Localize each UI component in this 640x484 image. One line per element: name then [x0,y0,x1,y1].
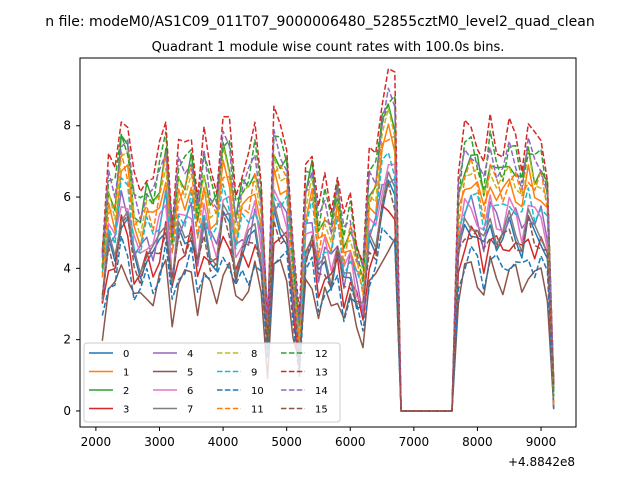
y-tick-label: 2 [63,333,71,347]
series-line-12 [101,95,555,412]
y-tick-label: 8 [63,119,71,133]
legend-label-0: 0 [123,349,129,360]
series-line-11 [101,135,555,412]
x-tick-label: 4000 [208,435,239,449]
legend-label-15: 15 [315,405,328,416]
x-tick-label: 2000 [81,435,112,449]
series-line-3 [101,204,555,412]
legend-label-5: 5 [187,368,193,379]
legend-label-6: 6 [187,386,193,397]
y-tick-label: 6 [63,190,71,204]
x-tick-label: 7000 [399,435,430,449]
legend-label-13: 13 [315,368,328,379]
chart-title: Quadrant 1 module wise count rates with … [152,40,505,55]
legend-label-2: 2 [123,386,129,397]
legend [83,342,341,423]
legend-label-3: 3 [123,405,129,416]
legend-label-9: 9 [251,368,257,379]
x-tick-label: 9000 [526,435,557,449]
plot-area: 2000 3000 4000 5000 6000 7000 8000 900002468012… [63,57,577,449]
figure-suptitle: n file: modeM0/AS1C09_011T07_9000006480_… [45,14,594,30]
series-line-10 [101,227,555,412]
x-tick-label: 3000 [144,435,175,449]
series-line-9 [101,151,555,412]
x-tick-label: 8000 [462,435,493,449]
x-offset-label: +4.8842e8 [508,455,575,469]
x-tick-label: 6000 [335,435,366,449]
legend-label-1: 1 [123,368,129,379]
x-tick-label: 5000 [271,435,302,449]
series-line-13 [101,67,555,412]
legend-label-7: 7 [187,405,193,416]
series-line-14 [101,87,555,412]
legend-label-10: 10 [251,386,264,397]
series-line-1 [101,123,555,412]
legend-label-12: 12 [315,349,328,360]
legend-label-14: 14 [315,386,328,397]
series-line-7 [101,171,555,412]
axes-frame [79,57,577,428]
series-line-15 [101,183,555,412]
legend-label-8: 8 [251,349,257,360]
legend-label-11: 11 [251,405,264,416]
legend-label-4: 4 [187,349,193,360]
y-tick-label: 4 [63,261,71,275]
series-line-5 [101,237,555,412]
y-tick-label: 0 [63,404,71,418]
